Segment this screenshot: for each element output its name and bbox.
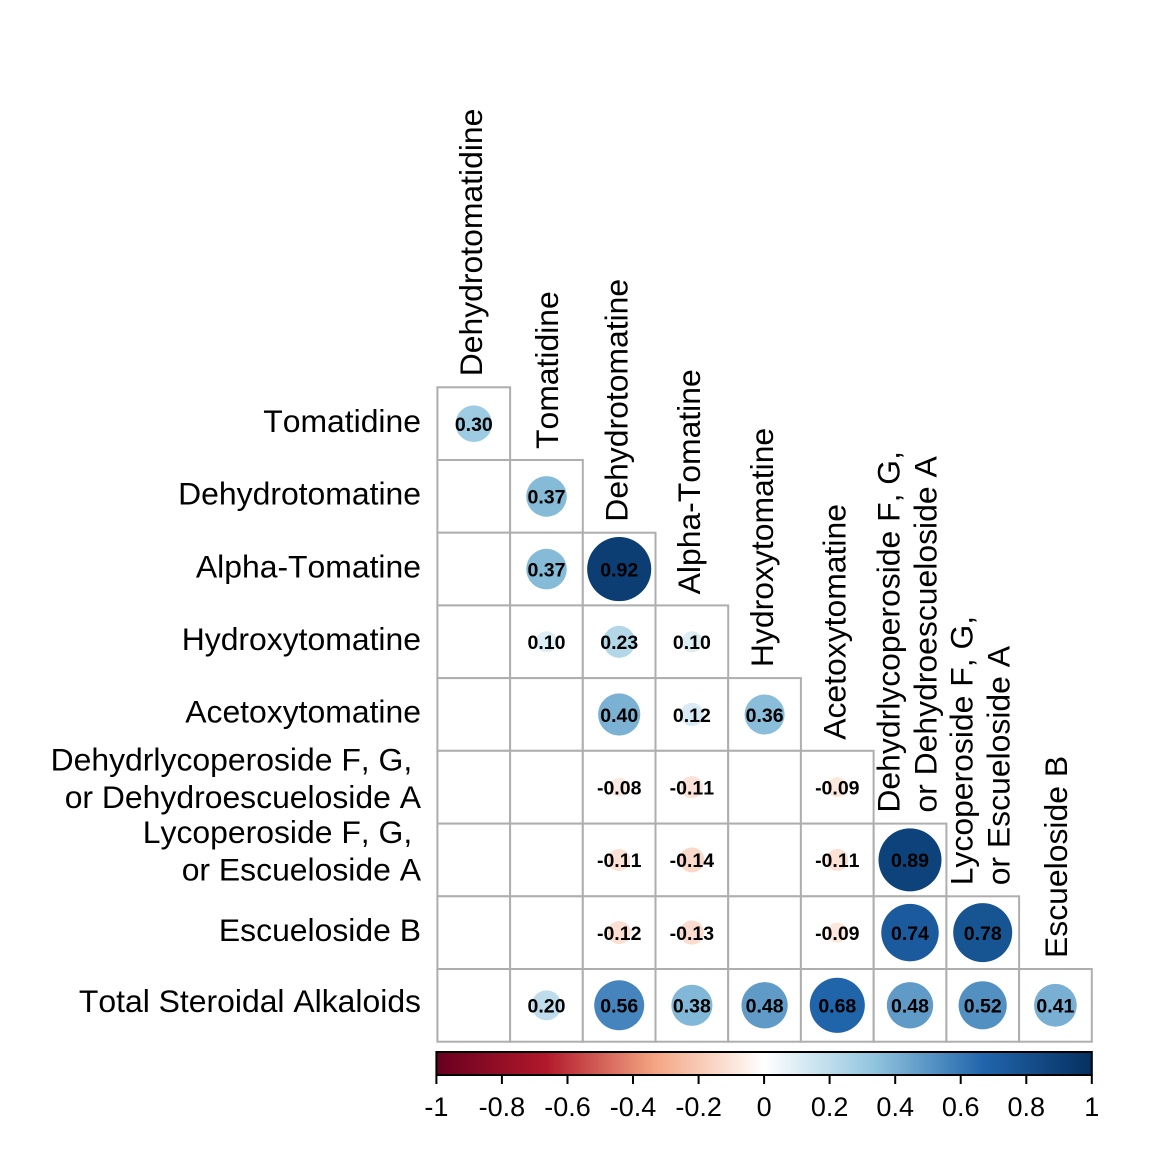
svg-text:-0.11: -0.11 [815, 850, 860, 872]
svg-text:-0.11: -0.11 [597, 850, 642, 872]
svg-text:0.48: 0.48 [891, 996, 929, 1018]
svg-text:0.74: 0.74 [891, 923, 929, 945]
svg-text:0.12: 0.12 [673, 705, 711, 727]
svg-text:or Dehydroescueloside A: or Dehydroescueloside A [65, 779, 422, 815]
svg-text:0.52: 0.52 [964, 996, 1002, 1018]
svg-text:1: 1 [1084, 1092, 1099, 1122]
svg-text:0.8: 0.8 [1008, 1092, 1046, 1122]
svg-text:0.23: 0.23 [600, 632, 638, 654]
svg-text:-0.4: -0.4 [610, 1092, 657, 1122]
svg-text:Alpha-Tomatine: Alpha-Tomatine [671, 369, 707, 594]
svg-text:-0.6: -0.6 [544, 1092, 591, 1122]
svg-text:-0.2: -0.2 [675, 1092, 722, 1122]
svg-text:Dehydrotomatine: Dehydrotomatine [598, 279, 634, 522]
svg-text:-0.14: -0.14 [670, 850, 715, 872]
svg-text:Escueloside B: Escueloside B [1038, 756, 1074, 958]
svg-text:0.89: 0.89 [891, 850, 929, 872]
svg-text:-0.12: -0.12 [597, 923, 642, 945]
svg-text:-0.11: -0.11 [670, 778, 715, 800]
svg-text:0.6: 0.6 [942, 1092, 980, 1122]
svg-text:-0.09: -0.09 [815, 778, 860, 800]
svg-text:0.36: 0.36 [746, 705, 784, 727]
svg-text:0.48: 0.48 [746, 996, 784, 1018]
svg-text:0.20: 0.20 [528, 996, 566, 1018]
svg-text:0.10: 0.10 [528, 632, 566, 654]
svg-text:-0.8: -0.8 [479, 1092, 526, 1122]
svg-text:0.68: 0.68 [818, 996, 856, 1018]
svg-text:Alpha-Tomatine: Alpha-Tomatine [196, 548, 421, 584]
svg-text:0.78: 0.78 [964, 923, 1002, 945]
svg-text:0.41: 0.41 [1036, 996, 1074, 1018]
svg-text:Hydroxytomatine: Hydroxytomatine [744, 428, 780, 667]
svg-text:Dehydrotomatine: Dehydrotomatine [178, 476, 421, 512]
svg-text:0.92: 0.92 [600, 559, 638, 581]
svg-text:0.37: 0.37 [528, 559, 566, 581]
svg-text:0.40: 0.40 [600, 705, 638, 727]
svg-text:Tomatidine: Tomatidine [263, 403, 421, 439]
svg-text:-0.13: -0.13 [670, 923, 715, 945]
svg-text:Hydroxytomatine: Hydroxytomatine [182, 621, 421, 657]
svg-text:Escueloside B: Escueloside B [219, 912, 421, 948]
svg-text:or Escueloside A: or Escueloside A [182, 852, 422, 888]
svg-text:Dehydrotomatidine: Dehydrotomatidine [453, 109, 489, 377]
svg-text:-0.08: -0.08 [597, 778, 642, 800]
svg-text:0.56: 0.56 [600, 996, 638, 1018]
svg-text:0.10: 0.10 [673, 632, 711, 654]
svg-text:Dehydrlycoperoside F, G,: Dehydrlycoperoside F, G, [871, 451, 907, 813]
svg-text:0.30: 0.30 [455, 414, 493, 436]
svg-text:or Dehydroescueloside A: or Dehydroescueloside A [908, 456, 944, 813]
svg-text:0: 0 [757, 1092, 772, 1122]
svg-text:Total Steroidal Alkaloids: Total Steroidal Alkaloids [79, 983, 421, 1019]
svg-text:Acetoxytomatine: Acetoxytomatine [185, 694, 421, 730]
svg-text:or Escueloside A: or Escueloside A [980, 645, 1016, 885]
svg-text:0.4: 0.4 [876, 1092, 914, 1122]
svg-text:-0.09: -0.09 [815, 923, 860, 945]
svg-text:Dehydrlycoperoside F, G,: Dehydrlycoperoside F, G, [51, 742, 413, 778]
svg-text:-1: -1 [424, 1092, 448, 1122]
svg-text:Tomatidine: Tomatidine [529, 291, 565, 449]
svg-text:0.2: 0.2 [811, 1092, 849, 1122]
svg-text:Lycoperoside F, G,: Lycoperoside F, G, [943, 616, 979, 885]
svg-text:0.37: 0.37 [528, 487, 566, 509]
svg-text:Acetoxytomatine: Acetoxytomatine [817, 504, 853, 740]
svg-text:0.38: 0.38 [673, 996, 711, 1018]
svg-text:Lycoperoside F, G,: Lycoperoside F, G, [143, 814, 412, 850]
